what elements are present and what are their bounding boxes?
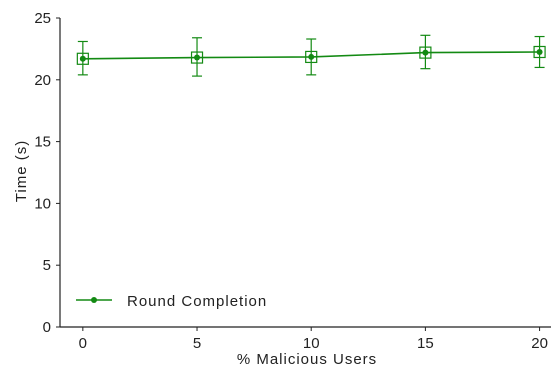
x-tick-label: 10	[303, 335, 320, 352]
data-point	[308, 53, 315, 60]
data-point-square	[533, 45, 546, 59]
y-tick-label: 10	[34, 195, 51, 212]
x-axis-title: % Malicious Users	[237, 351, 377, 368]
data-point	[194, 54, 201, 61]
x-tick-label: 20	[531, 335, 548, 352]
markers	[76, 45, 546, 65]
axes: 0 5 10 15 20 25 0 5 10 15 20	[34, 10, 551, 352]
data-point-square	[419, 46, 432, 59]
y-tick-label: 25	[34, 10, 51, 27]
y-axis-title: Time (s)	[13, 140, 30, 202]
data-point-square	[190, 51, 204, 64]
x-tick-label: 5	[193, 335, 201, 352]
y-tick-label: 15	[34, 134, 51, 151]
legend: Round Completion	[76, 293, 267, 310]
data-point-square	[305, 50, 318, 64]
x-tick-label: 0	[79, 335, 87, 352]
data-point	[536, 48, 543, 55]
y-tick-label: 20	[34, 72, 51, 89]
x-tick-label: 15	[417, 335, 434, 352]
data-point	[422, 49, 429, 56]
y-tick-label: 0	[43, 319, 51, 336]
data-point-square	[76, 52, 89, 65]
y-tick-label: 5	[43, 257, 51, 274]
legend-label-round-completion: Round Completion	[127, 293, 267, 310]
legend-marker	[91, 297, 97, 303]
data-point	[79, 55, 86, 62]
